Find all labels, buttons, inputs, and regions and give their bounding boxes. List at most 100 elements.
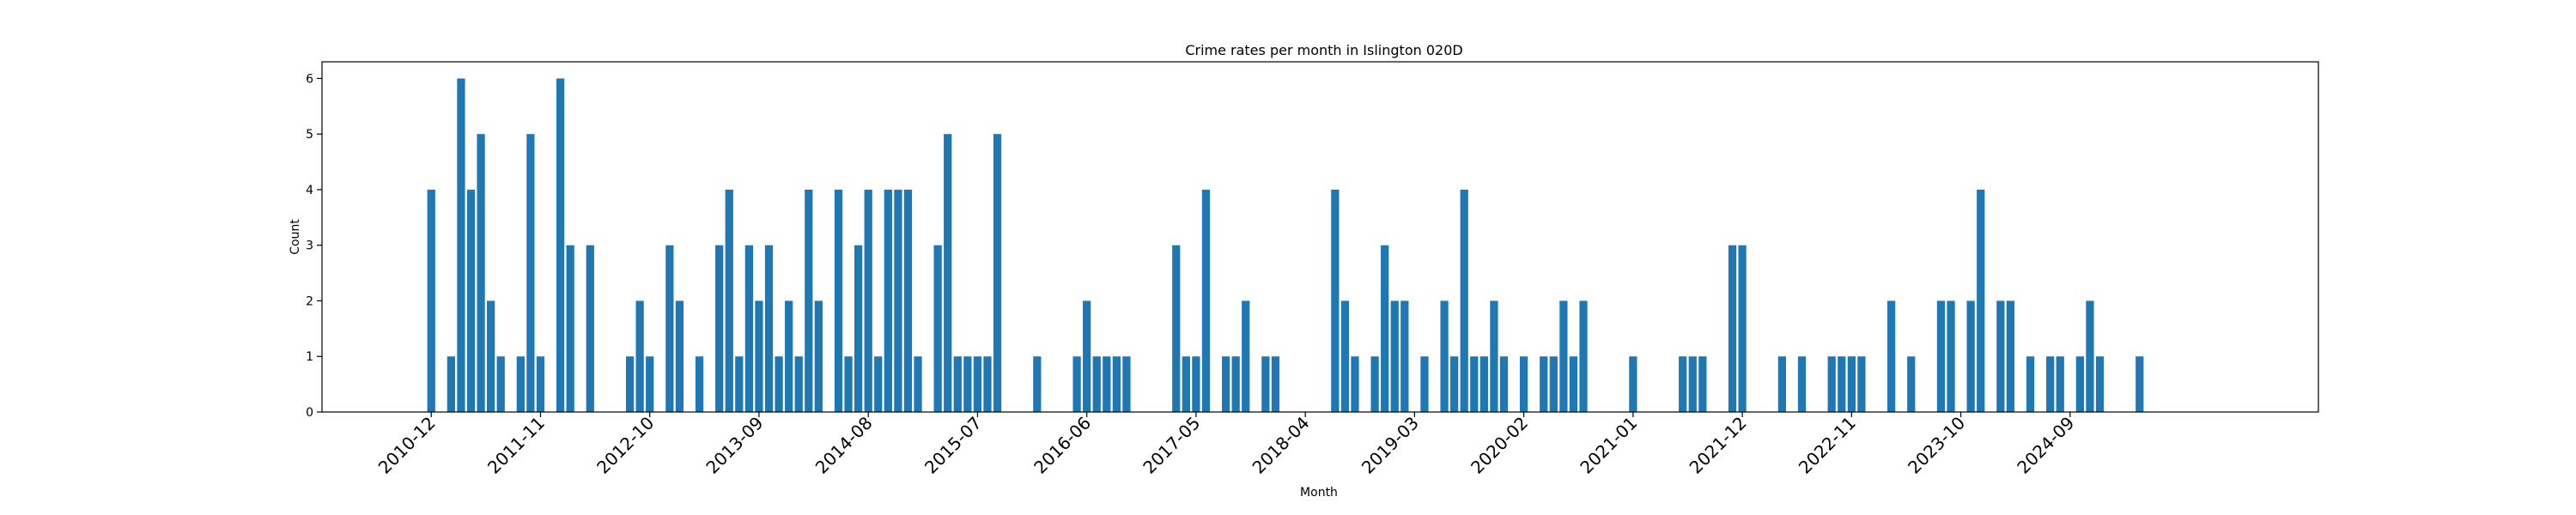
bar [1450,356,1459,412]
bar [1231,356,1240,412]
bar [1490,300,1498,412]
bar [635,300,644,412]
bar [1112,356,1121,412]
x-tick-label: 2020-02 [1467,413,1532,478]
bar [2095,356,2105,412]
bar [1966,300,1975,412]
y-axis: 0 1 2 3 4 5 6 [306,72,322,420]
bar [854,245,863,412]
bar [536,356,545,412]
x-tick-label: 2012-10 [592,413,658,478]
bar [1569,356,1578,412]
bar [744,245,754,412]
bar [1579,300,1588,412]
bar [983,356,992,412]
bar [1182,356,1190,412]
bar [1092,356,1101,412]
bar [944,134,952,412]
bar [1520,356,1528,412]
bar [1340,300,1350,412]
bar [1400,300,1409,412]
x-tick-label: 2021-01 [1576,413,1641,478]
bar [1470,356,1479,412]
bar [1370,356,1379,412]
bar [2046,356,2055,412]
y-tick-label: 0 [306,406,313,420]
bar [2086,300,2094,412]
bar [1698,356,1707,412]
bar [1460,189,1468,412]
x-axis: 2010-12 2011-11 2012-10 2013-09 2014-08 2015-… [374,412,2078,478]
bar [894,189,902,412]
bar [1271,356,1280,412]
bar [1996,300,2005,412]
bar [973,356,982,412]
bar [2075,356,2085,412]
bar [556,78,565,413]
bar [1886,300,1896,412]
bar [1977,189,1985,412]
bar [1797,356,1807,412]
bar [2056,356,2064,412]
bar [914,356,922,412]
bar [1440,300,1449,412]
bar [1728,245,1737,412]
bar [715,245,724,412]
bar [1847,356,1856,412]
bar [874,356,883,412]
bar [1936,300,1946,412]
bar [1351,356,1359,412]
x-tick-label: 2019-03 [1358,413,1423,478]
x-tick-label: 2011-11 [483,413,549,478]
bar [735,356,744,412]
bar [646,356,654,412]
x-tick-label: 2018-04 [1249,413,1314,478]
bar [963,356,972,412]
bar [1479,356,1488,412]
bar [586,245,594,412]
bar [864,189,872,412]
bar [1103,356,1111,412]
y-tick-label: 6 [306,72,313,86]
bar [805,189,813,412]
bar [755,300,763,412]
bar [526,134,535,412]
bar [1838,356,1846,412]
bar [1072,356,1081,412]
y-tick-label: 4 [306,184,313,197]
bar [1777,356,1786,412]
plot-frame [321,61,2319,413]
bar [1549,356,1558,412]
bar [477,134,485,412]
y-tick-label: 3 [306,239,313,253]
bar [884,189,892,412]
bar [447,356,455,412]
bar [1738,245,1747,412]
bar [1629,356,1637,412]
bar [1499,356,1509,412]
bar [844,356,853,412]
x-tick-label: 2010-12 [374,413,440,478]
bar [466,189,476,412]
x-tick-label: 2023-10 [1904,413,1969,478]
bar [487,300,495,412]
bar [496,356,505,412]
bar [993,134,1002,412]
x-tick-label: 2016-06 [1030,413,1095,478]
bar [1827,356,1836,412]
x-tick-label: 2015-07 [920,413,986,478]
bar [1857,356,1866,412]
bar [566,245,574,412]
bar [695,356,704,412]
x-tick-label: 2017-05 [1139,413,1204,478]
bar [903,189,913,412]
bar [2136,356,2144,412]
bar [764,245,774,412]
bar [1390,300,1399,412]
x-tick-label: 2014-08 [811,413,877,478]
bar [814,300,823,412]
bar [1559,300,1568,412]
bar [1540,356,1548,412]
bar [953,356,962,412]
y-tick-label: 2 [306,294,313,308]
